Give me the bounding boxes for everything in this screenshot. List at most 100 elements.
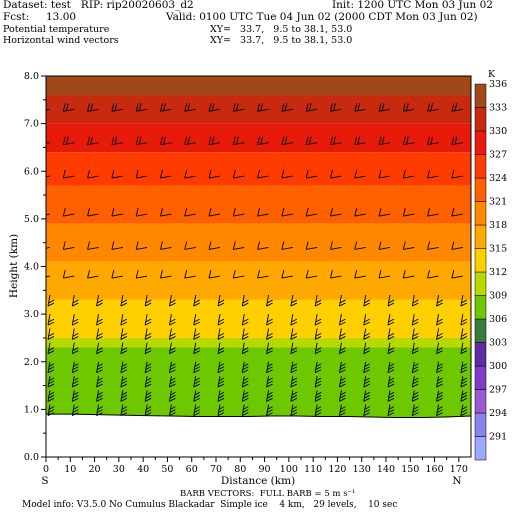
wind-barb bbox=[281, 136, 293, 146]
wind-barb bbox=[460, 375, 468, 388]
x-tick-label: 0 bbox=[43, 464, 49, 475]
colorbar-swatch bbox=[474, 154, 487, 179]
wind-barb bbox=[427, 269, 439, 279]
wind-barb bbox=[111, 136, 123, 146]
wind-barb bbox=[436, 314, 443, 326]
wind-barb bbox=[208, 136, 221, 146]
colorbar-label: 324 bbox=[489, 173, 507, 184]
wind-barb bbox=[241, 375, 249, 388]
wind-barb bbox=[241, 404, 249, 417]
wind-barb bbox=[168, 328, 176, 340]
wind-barb bbox=[314, 390, 322, 402]
wind-barb bbox=[159, 269, 172, 279]
wind-barb bbox=[363, 342, 370, 355]
header-dataset: Dataset: test RIP: rip20020603_d2 bbox=[3, 0, 194, 11]
wind-barb bbox=[62, 269, 75, 279]
wind-barb bbox=[387, 404, 395, 417]
wind-barb bbox=[338, 294, 346, 307]
wind-barb bbox=[47, 294, 55, 307]
wind-barb bbox=[460, 314, 468, 326]
wind-barb bbox=[217, 404, 225, 417]
wind-barb bbox=[232, 169, 245, 179]
wind-barb bbox=[87, 103, 99, 112]
y-tick-label: 2.0 bbox=[24, 357, 39, 368]
wind-barb bbox=[159, 103, 172, 112]
wind-barb bbox=[378, 136, 391, 146]
wind-barb bbox=[266, 375, 273, 388]
wind-barb bbox=[411, 361, 419, 374]
wind-barb bbox=[159, 136, 172, 146]
theta-layer bbox=[46, 347, 471, 377]
y-tick-label: 8.0 bbox=[24, 71, 39, 82]
wind-barb bbox=[193, 294, 200, 307]
wind-barb bbox=[338, 390, 346, 402]
wind-barb bbox=[71, 342, 79, 355]
wind-barb bbox=[193, 328, 200, 340]
x-tick-label: 50 bbox=[161, 464, 173, 475]
wind-barb bbox=[329, 208, 342, 217]
colorbar-label: 327 bbox=[489, 150, 507, 161]
wind-barb bbox=[427, 208, 439, 217]
wind-barb bbox=[47, 342, 55, 355]
colorbar-label: 297 bbox=[489, 385, 507, 396]
y-tick-label: 1.0 bbox=[24, 404, 39, 415]
colorbar-swatch bbox=[474, 83, 487, 108]
x-tick-label: 100 bbox=[280, 464, 298, 475]
wind-barb bbox=[135, 136, 148, 146]
wind-barb bbox=[184, 169, 196, 179]
wind-barb bbox=[387, 375, 395, 388]
wind-barb bbox=[193, 390, 200, 402]
wind-barb bbox=[451, 169, 463, 179]
wind-barb bbox=[217, 375, 225, 388]
wind-barb bbox=[451, 269, 463, 279]
wind-barb bbox=[378, 241, 391, 250]
wind-barb bbox=[451, 136, 463, 146]
wind-barb bbox=[62, 169, 75, 179]
wind-barb bbox=[338, 361, 346, 374]
wind-barb bbox=[290, 390, 298, 402]
colorbar-label: 315 bbox=[489, 244, 507, 255]
wind-barb bbox=[402, 103, 415, 112]
wind-barb bbox=[144, 375, 152, 388]
header-init: Init: 1200 UTC Mon 03 Jun 02 bbox=[332, 0, 493, 11]
wind-barb bbox=[87, 169, 99, 179]
wind-barb bbox=[87, 136, 99, 146]
wind-barb bbox=[266, 404, 273, 417]
wind-barb bbox=[46, 275, 51, 278]
wind-barb bbox=[411, 314, 419, 326]
wind-barb bbox=[111, 103, 123, 112]
wind-barb bbox=[314, 294, 322, 307]
south-label: S bbox=[41, 475, 48, 487]
wind-barb bbox=[460, 390, 468, 402]
wind-barb bbox=[168, 404, 176, 417]
wind-barb bbox=[144, 404, 152, 417]
wind-barb bbox=[363, 404, 370, 417]
colorbar-label: 303 bbox=[489, 338, 507, 349]
wind-barb bbox=[232, 136, 245, 146]
header-fcst: Fcst: 13.00 bbox=[3, 11, 77, 23]
wind-barb bbox=[387, 294, 395, 307]
wind-barb bbox=[96, 361, 103, 374]
wind-barb bbox=[363, 375, 370, 388]
wind-barb bbox=[460, 361, 468, 374]
y-tick-label: 0.0 bbox=[24, 452, 39, 463]
wind-barb bbox=[217, 390, 225, 402]
wind-barb bbox=[96, 294, 103, 307]
x-axis-label: Distance (km) bbox=[221, 475, 295, 487]
wind-barb bbox=[354, 269, 366, 279]
colorbar-label: 318 bbox=[489, 220, 507, 231]
theta-layer bbox=[46, 76, 471, 96]
wind-barb bbox=[193, 375, 200, 388]
wind-barb bbox=[71, 328, 79, 340]
colorbar-label: 333 bbox=[489, 103, 507, 114]
wind-barb bbox=[314, 314, 322, 326]
header-valid: Valid: 0100 UTC Tue 04 Jun 02 (2000 CDT … bbox=[166, 11, 478, 23]
wind-barb bbox=[184, 136, 196, 146]
wind-barb bbox=[257, 103, 269, 112]
wind-barb bbox=[451, 241, 463, 250]
wind-barb bbox=[241, 390, 249, 402]
theta-layer bbox=[46, 152, 471, 186]
wind-barb bbox=[193, 404, 200, 417]
wind-barb bbox=[338, 404, 346, 417]
wind-barb bbox=[71, 361, 79, 374]
